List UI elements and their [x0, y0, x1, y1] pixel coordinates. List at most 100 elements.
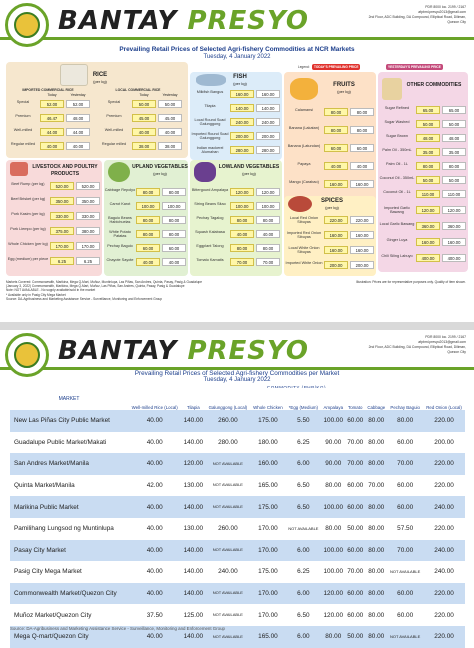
item-name: Local Garlic Bawang: [379, 222, 415, 226]
item-name: White Potato Patatas: [109, 230, 131, 239]
yesterday-price: 80.00: [350, 108, 374, 116]
page-title: Prevailing Retail Prices of Selected Agr…: [119, 46, 355, 53]
item-name: Special: [107, 100, 121, 104]
today-price: 140.00: [230, 104, 254, 112]
price-cell: 175.00: [250, 496, 286, 518]
item-name: Coconut Oil - 1L: [383, 190, 411, 194]
price-cell: 50.00: [345, 517, 366, 540]
market-name-cell: San Andres Market/Manila: [10, 453, 128, 475]
today-price: 80.00: [136, 230, 160, 238]
price-cell: NOT AVAILABLE: [205, 474, 251, 497]
item-name: Local Round Scad Galunggong: [194, 118, 226, 127]
price-cell: 170.00: [250, 582, 286, 605]
yesterday-price: 280.00: [256, 146, 280, 154]
item-name: Mango (Carabao): [289, 180, 319, 184]
yesterday-price: 200.00: [350, 261, 374, 269]
today-price: 70.00: [230, 258, 254, 266]
price-cell: 57.50: [387, 517, 424, 540]
fruits-title: FRUITS (per kg): [333, 82, 355, 94]
price-cell: 220.00: [423, 625, 465, 648]
yesterday-price: 170.00: [76, 242, 100, 250]
price-cell: NOT AVAILABLE: [205, 604, 251, 626]
price-cell: 100.00: [321, 561, 346, 583]
today-price: 80.00: [136, 216, 160, 224]
price-cell: 6.00: [285, 582, 322, 605]
page-title: Prevailing Retail Prices of Selected Agr…: [134, 370, 340, 377]
item-name: Whole Chicken (per kg): [8, 242, 48, 246]
price-cell: 120.00: [181, 453, 206, 475]
price-cell: NOT AVAILABLE: [387, 625, 424, 648]
contact-address: PDR 8000 loc. 2199 / 2167 afpbml.presyo20…: [368, 5, 466, 24]
price-cell: 40.00: [128, 431, 182, 454]
today-price: 170.00: [50, 242, 74, 250]
yesterday-price: 44.00: [66, 128, 90, 136]
lowland-title: LOWLAND VEGETABLES (per kg): [218, 164, 280, 176]
price-cell: 70.00: [345, 453, 366, 475]
market-name-cell: Pasig City Mega Market: [10, 561, 128, 583]
price-cell: 140.00: [181, 561, 206, 583]
today-price: 35.00: [416, 148, 440, 156]
col-today: Today: [47, 93, 57, 97]
price-cell: 6.50: [285, 474, 322, 497]
today-price: 6.25: [50, 257, 74, 265]
price-cell: 240.00: [423, 496, 465, 518]
item-name: Banana (Lakatan): [288, 126, 320, 130]
source-note: Source: DA-Agribusiness and Marketing As…: [10, 626, 225, 631]
yesterday-price: 60.00: [162, 244, 186, 252]
price-cell: 130.00: [181, 474, 206, 497]
price-cell: 80.00: [387, 410, 424, 432]
item-name: Well-milled: [13, 128, 33, 132]
price-cell: 220.00: [423, 604, 465, 626]
item-name: Pork Liempo (per kg): [10, 227, 46, 231]
price-cell: 60.00: [345, 582, 366, 605]
market-name-cell: Quinta Market/Manila: [10, 474, 128, 497]
price-cell: NOT AVAILABLE: [205, 496, 251, 518]
item-name: Beef Brisket (per kg): [10, 197, 46, 201]
yesterday-price: 80.00: [442, 162, 466, 170]
yesterday-price: 48.00: [442, 134, 466, 142]
price-cell: 220.00: [423, 474, 465, 497]
item-name: String Beans Sitao: [194, 202, 226, 206]
rice-title: RICE (per kg): [92, 72, 108, 84]
table-row: Guadalupe Public Market/Makati 40.00 140.0…: [10, 431, 465, 454]
price-cell: 140.00: [181, 496, 206, 518]
yesterday-price: 50.00: [442, 176, 466, 184]
today-price: 200.00: [230, 132, 254, 140]
today-price: 100.00: [136, 202, 160, 210]
today-price: 52.00: [40, 100, 64, 108]
today-price: 120.00: [416, 206, 440, 214]
price-cell: 70.00: [345, 431, 366, 454]
illustration-note: Illustration: Prices are for representat…: [356, 280, 466, 284]
other-title: OTHER COMMODITIES: [406, 82, 462, 88]
price-cell: NOT AVAILABLE: [205, 539, 251, 562]
price-cell: 240.00: [205, 561, 251, 583]
today-price: 46.47: [40, 114, 64, 122]
table-row: Marikina Public Market 40.00 140.00 NOT AVA…: [10, 496, 465, 518]
yesterday-price: 80.00: [162, 188, 186, 196]
column-header-market: MARKET: [10, 388, 128, 410]
today-price: 40.00: [136, 258, 160, 266]
table-row: Commonwealth Market/Quezon City 40.00 140.…: [10, 582, 465, 605]
market-name-cell: Marikina Public Market: [10, 496, 128, 518]
column-header-commodity: Whole Chicken: [250, 388, 286, 410]
price-cell: 5.50: [285, 410, 322, 432]
brand-logo: BANTAY PRESYO: [58, 336, 310, 366]
item-name: Sugar Washed: [384, 120, 410, 124]
today-price: 80.00: [324, 108, 348, 116]
yesterday-price: 80.00: [256, 216, 280, 224]
price-cell: 80.00: [321, 517, 346, 540]
item-name: Beef Rump (per kg): [11, 182, 45, 186]
item-name: Pechay Tagalog: [196, 216, 224, 220]
price-cell: 220.00: [423, 410, 465, 432]
header: BANTAY PRESYO PDR 8000 loc. 2199 / 2167 a…: [0, 0, 474, 47]
price-cell: 60.00: [387, 582, 424, 605]
price-cell: 165.00: [250, 625, 286, 648]
yesterday-price: 40.00: [66, 142, 90, 150]
today-price: 330.00: [50, 212, 74, 220]
price-cell: 40.00: [128, 496, 182, 518]
price-cell: 60.00: [387, 496, 424, 518]
today-price: 160.00: [230, 90, 254, 98]
item-name: Regular milled: [101, 142, 127, 146]
today-price: 200.00: [324, 261, 348, 269]
price-cell: 90.00: [321, 431, 346, 454]
